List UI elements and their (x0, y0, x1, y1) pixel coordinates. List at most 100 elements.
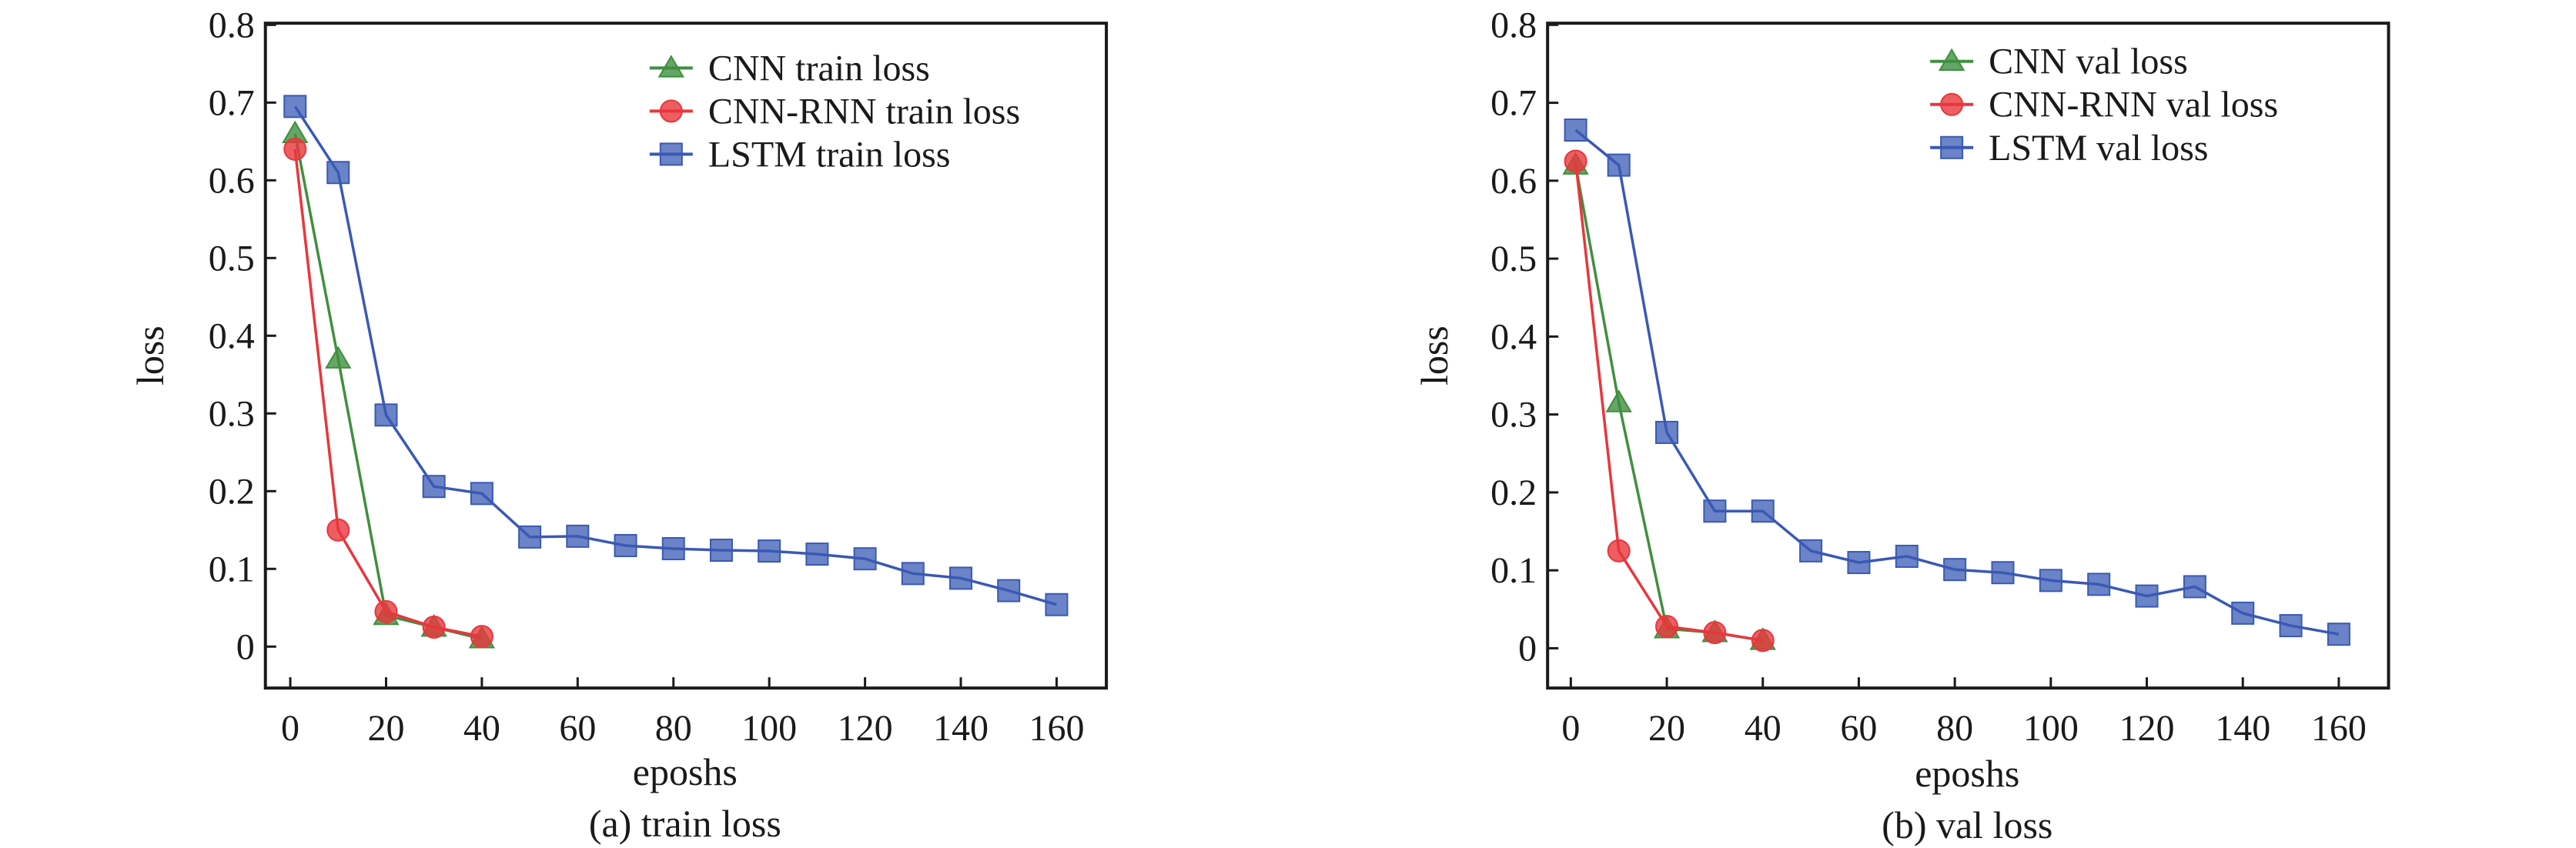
data-point (325, 346, 352, 369)
y-tick-label: 0.6 (1490, 161, 1537, 202)
data-point (661, 537, 685, 561)
plot-frame (263, 22, 1109, 690)
x-tick-label: 140 (933, 708, 989, 749)
data-point (758, 539, 781, 563)
x-tick-label: 40 (1745, 708, 1781, 749)
x-tick-label: 60 (1840, 708, 1877, 749)
legend-label: CNN train loss (708, 48, 930, 88)
x-tick-label: 120 (838, 708, 893, 749)
legend-item: LSTM train loss (649, 134, 951, 175)
data-point (470, 482, 493, 506)
x-tick-label: 160 (1029, 708, 1084, 749)
plot-frame (1546, 22, 2390, 690)
data-point (374, 403, 398, 427)
y-tick-label: 0.1 (1490, 550, 1537, 591)
data-point (997, 579, 1021, 603)
data-point (805, 543, 829, 566)
chart-caption: (b) val loss (1882, 803, 2052, 846)
data-point (853, 547, 877, 571)
y-tick-label: 0.2 (1490, 472, 1537, 513)
y-axis-label: loss (1413, 326, 1456, 386)
y-tick-label: 0.1 (209, 549, 255, 589)
data-point (709, 539, 733, 563)
x-tick-label: 40 (463, 708, 500, 749)
data-point (422, 475, 446, 499)
data-point (1799, 539, 1823, 563)
y-tick-label: 0.7 (209, 82, 255, 123)
square-marker-icon (1940, 135, 1964, 159)
chart-panel-val-loss: 0 0.1 0.2 0.3 0.4 0.5 0.6 0.7 0.8 0 20 40 60 80 100 120… (1413, 5, 2390, 846)
data-point (2327, 623, 2350, 646)
circle-marker-icon (1940, 92, 1964, 116)
data-point (1655, 420, 1679, 444)
data-point (1751, 499, 1775, 523)
data-point (2087, 573, 2111, 596)
chart-panel-train-loss: 0 0.1 0.2 0.3 0.4 0.5 0.6 0.7 0.8 0 20 40 60 80 100 120… (129, 5, 1109, 845)
data-point (1607, 153, 1631, 177)
y-tick-label: 0.6 (209, 160, 255, 201)
circle-marker-icon (659, 99, 683, 123)
data-point (470, 625, 493, 649)
series-cnn-rnn-train-loss (283, 137, 493, 649)
x-tick-label: 20 (1648, 708, 1685, 749)
legend-label: CNN val loss (1989, 42, 2188, 82)
y-axis-label: loss (129, 326, 172, 386)
data-point (283, 95, 307, 119)
y-tick-label: 0 (1518, 628, 1537, 669)
data-point (566, 524, 590, 548)
data-point (614, 533, 637, 557)
data-point (326, 518, 350, 542)
x-tick-label: 0 (1561, 708, 1580, 749)
x-tick-label: 100 (2023, 708, 2079, 749)
x-axis-label: eposhs (633, 750, 738, 793)
data-point (1607, 539, 1631, 563)
y-tick-label: 0.4 (209, 315, 255, 356)
y-tick-label: 0.4 (1490, 316, 1537, 357)
y-tick-label: 0.7 (1490, 83, 1537, 124)
legend-label: CNN-RNN train loss (708, 91, 1020, 132)
series-lstm-val-loss (1564, 119, 2350, 646)
data-point (2183, 575, 2206, 599)
data-point (1991, 561, 2015, 585)
legend-item: CNN train loss (649, 48, 930, 88)
series-cnn-train-loss (282, 120, 496, 649)
data-point (1605, 389, 1632, 412)
y-tick-label: 0.5 (209, 238, 255, 279)
x-axis-label: eposhs (1915, 752, 2019, 795)
data-point (1655, 615, 1679, 639)
square-marker-icon (659, 142, 683, 166)
legend-label: LSTM train loss (708, 134, 951, 175)
data-point (1703, 499, 1727, 523)
data-point (1564, 149, 1587, 173)
series-cnn-rnn-val-loss (1564, 149, 1775, 653)
legend-item: LSTM val loss (1930, 128, 2208, 169)
legend-item: CNN val loss (1930, 42, 2188, 82)
x-tick-label: 80 (655, 708, 692, 749)
data-point (518, 525, 542, 549)
data-point (1943, 558, 1967, 582)
series-line (1574, 161, 1764, 643)
data-point (1564, 119, 1587, 142)
data-point (374, 599, 398, 623)
y-tick-label: 0.3 (209, 393, 255, 434)
legend-label: CNN-RNN val loss (1989, 85, 2278, 125)
x-tick-label: 20 (367, 708, 404, 749)
data-point (1751, 629, 1775, 653)
x-tick-label: 100 (741, 708, 797, 749)
x-tick-label: 140 (2215, 708, 2270, 749)
data-point (283, 137, 307, 161)
data-point (422, 616, 446, 639)
y-tick-label: 0.8 (1490, 5, 1537, 45)
data-point (2279, 614, 2303, 638)
x-tick-label: 0 (281, 708, 299, 749)
legend-item: CNN-RNN val loss (1930, 85, 2278, 125)
y-tick-label: 0.8 (209, 5, 255, 45)
y-tick-label: 0.2 (209, 471, 255, 512)
data-point (901, 562, 925, 586)
x-tick-label: 120 (2119, 708, 2175, 749)
data-point (1045, 593, 1069, 616)
data-point (1895, 544, 1919, 568)
y-tick-label: 0.5 (1490, 239, 1537, 279)
